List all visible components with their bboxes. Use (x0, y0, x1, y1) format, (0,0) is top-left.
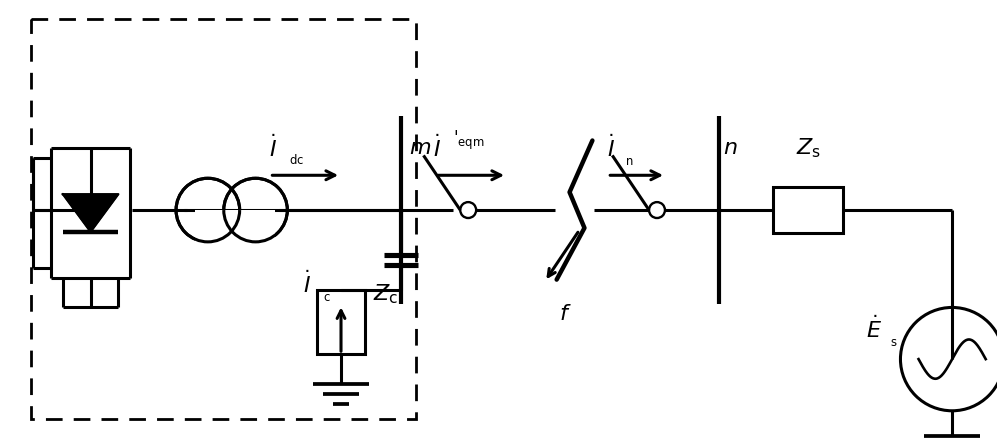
Text: $Z_{\rm s}$: $Z_{\rm s}$ (796, 137, 821, 160)
Text: $'_{\rm eqm}$: $'_{\rm eqm}$ (453, 129, 485, 152)
Text: $\dot{I}$: $\dot{I}$ (433, 135, 441, 162)
Text: $\dot{I}$: $\dot{I}$ (269, 135, 277, 162)
Text: $m$: $m$ (409, 137, 432, 159)
Text: $Z_{\rm c}$: $Z_{\rm c}$ (373, 283, 398, 306)
Text: $\dot{I}$: $\dot{I}$ (303, 271, 311, 298)
Text: $_{\rm dc}$: $_{\rm dc}$ (289, 150, 305, 167)
Bar (317, 290, 365, 354)
Text: $f$: $f$ (559, 304, 572, 326)
Bar (195, 210, 275, 252)
Text: $_{\rm c}$: $_{\rm c}$ (323, 286, 331, 303)
Bar (773, 187, 843, 233)
Text: $\dot{I}$: $\dot{I}$ (607, 135, 615, 162)
Text: $_{\rm n}$: $_{\rm n}$ (625, 150, 634, 167)
Polygon shape (63, 194, 118, 232)
Text: $n$: $n$ (723, 137, 738, 159)
Text: $_{\rm s}$: $_{\rm s}$ (890, 331, 897, 348)
Text: $\dot{E}$: $\dot{E}$ (866, 316, 882, 343)
